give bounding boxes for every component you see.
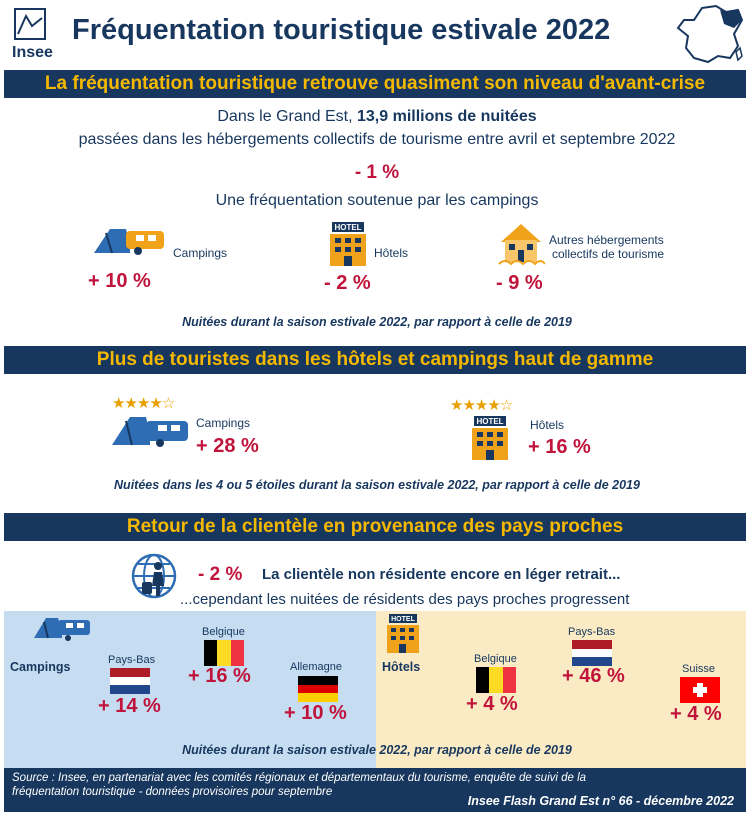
flag-belgium-icon [204, 640, 244, 666]
globe-traveler-icon [130, 552, 178, 600]
flag-netherlands-icon [572, 640, 612, 666]
h-country-be: Belgique [474, 653, 517, 665]
section1-subtitle: Une fréquentation soutenue par les campi… [215, 192, 539, 209]
hotels-panel-label: Hôtels [382, 660, 421, 674]
section1-banner: La fréquentation touristique retrouve qu… [4, 70, 746, 98]
item-other-value: - 9 % [496, 272, 543, 294]
footer: Source : Insee, en partenariat avec les … [4, 768, 746, 812]
item-campings-value: + 10 % [88, 270, 151, 292]
svg-text:HOTEL: HOTEL [334, 223, 361, 232]
section1-caption: Nuitées durant la saison estivale 2022, … [182, 315, 572, 329]
h-country-ch: Suisse [682, 663, 716, 675]
footer-publication: Insee Flash Grand Est n° 66 - décembre 2… [467, 794, 734, 808]
line1-bold: 13,9 millions de nuitées [357, 108, 537, 125]
logo-text: Insee [12, 44, 53, 61]
item-hotels-value: - 2 % [324, 272, 371, 294]
c-value-be: + 16 % [188, 665, 251, 687]
s3-line2: ...cependant les nuitées de résidents de… [180, 591, 630, 608]
france-map-icon [672, 4, 746, 64]
c-value-nl: + 14 % [98, 695, 161, 717]
s2-hotels-value: + 16 % [528, 436, 591, 458]
item-other-label-1: Autres hébergements [549, 233, 664, 247]
section3-banner: Retour de la clientèle en provenance des… [4, 513, 746, 541]
s3-line1: La clientèle non résidente encore en lég… [262, 566, 621, 583]
flag-germany-icon [298, 676, 338, 702]
h-value-be: + 4 % [466, 693, 518, 715]
footer-source-1: Source : Insee, en partenariat avec les … [12, 772, 587, 784]
line1-prefix: Dans le Grand Est, [217, 108, 357, 125]
c-country-nl: Pays-Bas [108, 654, 156, 666]
insee-logo-icon: Insee [8, 8, 64, 61]
section1-line2: passées dans les hébergements collectifs… [78, 131, 676, 148]
hotels-stars: ★★★★☆ [450, 397, 513, 414]
item-campings-label: Campings [173, 246, 228, 260]
section2-caption: Nuitées dans les 4 ou 5 étoiles durant l… [114, 478, 640, 492]
c-country-de: Allemagne [290, 661, 342, 673]
other-lodging-icon [497, 220, 546, 268]
svg-text:HOTEL: HOTEL [476, 417, 503, 426]
h-value-ch: + 4 % [670, 703, 722, 725]
campings-stars: ★★★★☆ [112, 395, 175, 412]
s3-change: - 2 % [198, 564, 243, 585]
item-other-label-2: collectifs de tourisme [552, 247, 665, 261]
camping-icon [90, 225, 170, 265]
c-country-be: Belgique [202, 626, 245, 638]
page-title: Fréquentation touristique estivale 2022 [72, 14, 611, 46]
section2-banner: Plus de touristes dans les hôtels et cam… [4, 346, 746, 374]
h-country-nl: Pays-Bas [568, 626, 616, 638]
footer-source-2: fréquentation touristique - données prov… [12, 786, 333, 798]
camping-icon [32, 616, 92, 650]
section1-line1: Dans le Grand Est, 13,9 millions de nuit… [0, 108, 754, 126]
item-hotels-label: Hôtels [374, 246, 409, 260]
camping-icon [108, 413, 192, 457]
hotel-icon: HOTEL [386, 614, 420, 654]
s2-campings-value: + 28 % [196, 435, 259, 457]
hotel-icon: HOTEL [328, 222, 368, 268]
hotel-icon: HOTEL [470, 416, 510, 462]
flag-netherlands-icon [110, 668, 150, 694]
campings-panel-label: Campings [10, 660, 71, 674]
s2-campings-label: Campings [196, 416, 251, 430]
h-value-nl: + 46 % [562, 665, 625, 687]
section3-caption: Nuitées durant la saison estivale 2022, … [182, 743, 572, 757]
flag-switzerland-icon [680, 677, 720, 703]
svg-text:HOTEL: HOTEL [391, 616, 415, 623]
s2-hotels-label: Hôtels [530, 418, 565, 432]
total-change: - 1 % [354, 162, 400, 183]
flag-belgium-icon [476, 667, 516, 693]
c-value-de: + 10 % [284, 702, 347, 724]
